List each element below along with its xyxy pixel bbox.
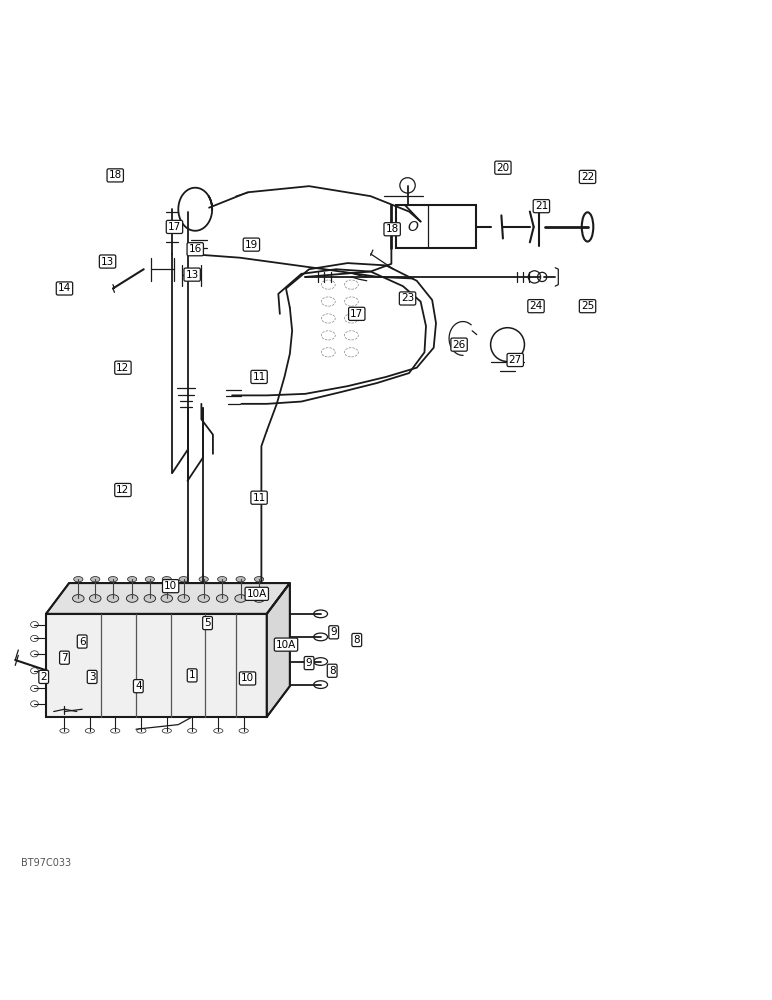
Ellipse shape bbox=[255, 577, 264, 582]
Ellipse shape bbox=[161, 595, 172, 602]
Text: 22: 22 bbox=[581, 172, 594, 182]
Text: 10A: 10A bbox=[276, 640, 296, 650]
Ellipse shape bbox=[199, 577, 208, 582]
Bar bbox=[396, 205, 476, 248]
Text: 9: 9 bbox=[306, 658, 313, 668]
Text: 10: 10 bbox=[241, 673, 254, 683]
Text: 19: 19 bbox=[245, 240, 258, 250]
Bar bbox=[46, 614, 267, 717]
Text: 26: 26 bbox=[452, 340, 466, 350]
Ellipse shape bbox=[236, 577, 245, 582]
Ellipse shape bbox=[107, 595, 119, 602]
Ellipse shape bbox=[90, 577, 100, 582]
Text: 6: 6 bbox=[79, 637, 86, 647]
Ellipse shape bbox=[235, 595, 246, 602]
Text: 17: 17 bbox=[350, 309, 364, 319]
Text: 4: 4 bbox=[135, 681, 141, 691]
Polygon shape bbox=[267, 583, 290, 717]
Text: 25: 25 bbox=[581, 301, 594, 311]
Ellipse shape bbox=[108, 577, 117, 582]
Polygon shape bbox=[46, 583, 290, 614]
Text: 14: 14 bbox=[58, 283, 71, 293]
Text: 11: 11 bbox=[252, 493, 266, 503]
Text: 23: 23 bbox=[401, 293, 414, 303]
Ellipse shape bbox=[145, 577, 154, 582]
Text: 5: 5 bbox=[205, 618, 211, 628]
Ellipse shape bbox=[216, 595, 228, 602]
Text: 18: 18 bbox=[385, 224, 399, 234]
Text: 1: 1 bbox=[189, 670, 195, 680]
Ellipse shape bbox=[127, 577, 137, 582]
Text: 27: 27 bbox=[509, 355, 522, 365]
Text: 13: 13 bbox=[101, 257, 114, 267]
Ellipse shape bbox=[218, 577, 227, 582]
Text: 11: 11 bbox=[252, 372, 266, 382]
Text: 2: 2 bbox=[40, 672, 47, 682]
Ellipse shape bbox=[90, 595, 101, 602]
Text: 8: 8 bbox=[354, 635, 360, 645]
Ellipse shape bbox=[179, 577, 188, 582]
Text: 12: 12 bbox=[117, 485, 130, 495]
Text: 24: 24 bbox=[530, 301, 543, 311]
Ellipse shape bbox=[73, 577, 83, 582]
Text: 10: 10 bbox=[164, 581, 178, 591]
Text: 3: 3 bbox=[89, 672, 96, 682]
Text: 12: 12 bbox=[117, 363, 130, 373]
Ellipse shape bbox=[127, 595, 138, 602]
Text: O: O bbox=[408, 220, 418, 234]
Text: BT97C033: BT97C033 bbox=[21, 858, 71, 868]
Text: 20: 20 bbox=[496, 163, 510, 173]
Ellipse shape bbox=[253, 595, 265, 602]
Text: 13: 13 bbox=[185, 270, 198, 280]
Ellipse shape bbox=[73, 595, 84, 602]
Text: 16: 16 bbox=[188, 244, 201, 254]
Text: 7: 7 bbox=[61, 653, 68, 663]
Text: 21: 21 bbox=[535, 201, 548, 211]
Text: 10A: 10A bbox=[246, 589, 267, 599]
Text: 8: 8 bbox=[329, 666, 336, 676]
Ellipse shape bbox=[162, 577, 171, 582]
Text: 18: 18 bbox=[109, 170, 122, 180]
Text: 9: 9 bbox=[330, 627, 337, 637]
Ellipse shape bbox=[144, 595, 156, 602]
Text: 17: 17 bbox=[168, 222, 181, 232]
Ellipse shape bbox=[198, 595, 209, 602]
Ellipse shape bbox=[178, 595, 189, 602]
